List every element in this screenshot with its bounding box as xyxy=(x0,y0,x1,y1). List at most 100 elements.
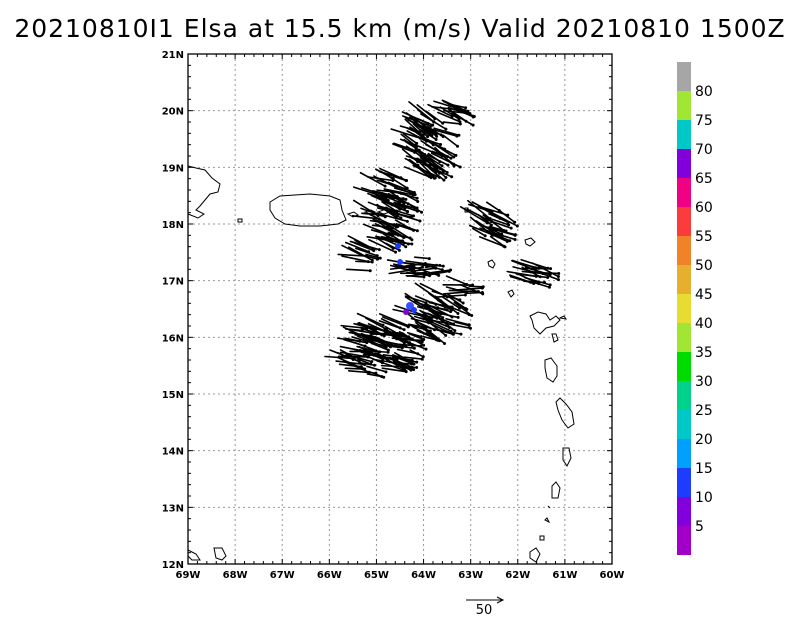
wind-barb-head xyxy=(424,347,428,351)
wind-barb xyxy=(360,187,392,198)
wind-barb-head xyxy=(427,321,431,325)
wind-barb xyxy=(339,345,372,354)
wind-barb xyxy=(448,289,480,293)
wind-barb xyxy=(381,367,407,373)
wind-barb xyxy=(381,194,401,204)
wind-barb xyxy=(488,213,509,224)
wind-barb xyxy=(492,234,509,243)
wind-barb-head xyxy=(402,241,406,245)
wind-barb xyxy=(395,338,424,342)
lon-tick-label: 67W xyxy=(270,570,295,581)
wind-barb-head xyxy=(419,344,423,348)
wind-barb xyxy=(486,230,516,241)
wind-barb-head xyxy=(404,197,408,201)
wind-barb xyxy=(384,325,399,335)
wind-barb xyxy=(395,362,412,371)
wind-barb-head xyxy=(449,308,453,312)
wind-barb-head xyxy=(458,165,462,169)
wind-barb-head xyxy=(407,335,411,339)
wind-barb-head xyxy=(366,245,370,249)
wind-barb xyxy=(365,253,382,259)
wind-barb xyxy=(447,295,467,310)
wind-barb-head xyxy=(407,324,411,328)
wind-barb-head xyxy=(446,155,450,159)
wind-barb-head xyxy=(400,346,404,350)
wind-barb xyxy=(447,323,472,330)
wind-barb-head xyxy=(509,226,513,230)
wind-barb-head xyxy=(424,301,428,305)
wind-barb xyxy=(478,236,505,248)
wind-barb-head xyxy=(470,314,474,318)
wind-barb xyxy=(385,222,413,241)
wind-barb xyxy=(477,213,493,226)
wind-barb-head xyxy=(385,332,389,336)
wind-barb-head xyxy=(370,258,374,262)
wind-barb xyxy=(376,205,398,213)
wind-barb xyxy=(394,304,425,317)
wind-barb xyxy=(484,218,512,229)
wind-barb-head xyxy=(366,260,370,264)
wind-barb xyxy=(352,199,379,217)
wind-barb-head xyxy=(556,274,560,278)
wind-barb-head xyxy=(394,250,398,254)
wind-barb-head xyxy=(456,144,460,148)
colorbar-swatch xyxy=(677,207,691,236)
wind-barb-head xyxy=(434,271,438,275)
wind-barb-head xyxy=(445,322,449,326)
wind-barb xyxy=(416,104,436,120)
colorbar-label: 75 xyxy=(695,113,713,129)
wind-barb-head xyxy=(450,175,454,179)
wind-barb-head xyxy=(454,153,458,157)
wind-barb xyxy=(431,128,458,137)
wind-barb xyxy=(347,246,374,262)
wind-barb xyxy=(485,201,501,212)
wind-barb-head xyxy=(410,358,414,362)
wind-barb-head xyxy=(411,214,415,218)
colorbar-swatch xyxy=(677,294,691,323)
wind-barb-head xyxy=(394,225,398,229)
wind-barb xyxy=(402,133,418,145)
wind-barb-head xyxy=(513,220,517,224)
wind-barb-head xyxy=(402,202,406,206)
wind-barb-head xyxy=(439,142,443,146)
colorbar-swatch xyxy=(677,323,691,352)
wind-barb xyxy=(447,108,467,123)
wind-barb xyxy=(387,181,416,194)
wind-barb xyxy=(442,100,466,112)
wind-barb xyxy=(404,296,423,308)
wind-barb-head xyxy=(434,302,438,306)
wind-barb-head xyxy=(491,233,495,237)
wind-barb-head xyxy=(449,156,453,160)
wind-barb-head xyxy=(436,311,440,315)
wind-barb-head xyxy=(400,332,404,336)
wind-barb xyxy=(356,312,384,326)
speed-markers xyxy=(395,243,417,315)
wind-barb-head xyxy=(432,120,436,124)
wind-barb xyxy=(362,349,389,354)
wind-barb xyxy=(393,142,423,154)
wind-barb-head xyxy=(503,245,507,249)
wind-barb-head xyxy=(450,305,454,309)
colorbar-swatch xyxy=(677,62,691,91)
wind-barb-head xyxy=(415,209,419,213)
wind-barb-head xyxy=(548,283,552,287)
wind-barb xyxy=(358,253,379,260)
colorbar-swatch xyxy=(677,352,691,381)
wind-barb xyxy=(397,262,427,269)
wind-barb-head xyxy=(549,267,553,271)
wind-barb-head xyxy=(368,269,372,273)
wind-barb xyxy=(489,211,519,227)
wind-barb xyxy=(407,324,432,332)
wind-barb xyxy=(393,201,416,210)
wind-barb xyxy=(341,244,362,256)
wind-barb xyxy=(523,280,546,284)
colorbar-label: 30 xyxy=(695,374,713,390)
wind-barb xyxy=(406,127,421,135)
wind-barb xyxy=(354,239,369,248)
wind-barb-head xyxy=(485,221,489,225)
lon-tick-label: 64W xyxy=(411,570,436,581)
wind-barb xyxy=(386,225,406,239)
wind-barb-head xyxy=(433,117,437,121)
wind-barb xyxy=(351,214,380,220)
wind-barb xyxy=(520,258,549,270)
